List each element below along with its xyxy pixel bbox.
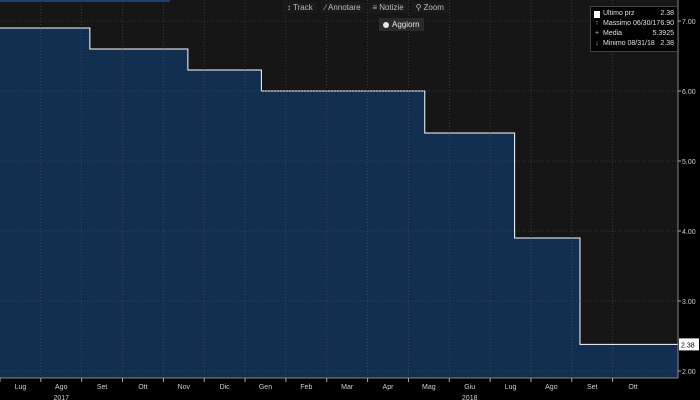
last-value-label: 2.38 xyxy=(681,342,695,349)
zoom-icon: ⚲ xyxy=(415,3,422,12)
toolbar-button-zoom[interactable]: ⚲ Zoom xyxy=(411,2,448,13)
y-tick-label: 4.00 xyxy=(682,229,696,236)
x-tick-label: Apr xyxy=(383,384,395,391)
y-tick-label: 7.00 xyxy=(682,19,696,26)
legend-row-min: ↓ Minimo 08/31/18 2.38 xyxy=(594,39,674,49)
toolbar-button-track[interactable]: ↕ Track xyxy=(283,2,317,13)
legend-value: 6.90 xyxy=(660,20,674,27)
y-tick-label: 6.00 xyxy=(682,89,696,96)
x-tick-label: Ago xyxy=(545,384,558,391)
toolbar-label: Zoom xyxy=(423,3,444,12)
series-swatch-icon xyxy=(594,10,600,18)
x-tick-label: Nov xyxy=(178,384,191,391)
y-tick-label: 2.00 xyxy=(682,369,696,376)
legend-label: Massimo 06/30/17 xyxy=(603,20,661,27)
x-tick-label: Ott xyxy=(628,384,637,391)
toolbar-label: Track xyxy=(293,3,313,12)
x-tick-label: Gen xyxy=(259,384,272,391)
legend-value: 2.38 xyxy=(660,40,674,47)
last-value-box xyxy=(679,338,699,351)
selection-bar xyxy=(0,0,170,2)
legend-label: Minimo 08/31/18 xyxy=(603,40,655,47)
x-tick-label: Mar xyxy=(341,384,354,391)
x-tick-label: Ago xyxy=(55,384,68,391)
x-year-label: 2018 xyxy=(462,395,478,400)
average-marker-icon: + xyxy=(594,30,600,37)
legend-value: 2.38 xyxy=(660,10,674,17)
legend-label: Ultimo prz xyxy=(603,10,635,17)
toolbar-button-annotare[interactable]: ∕ Annotare xyxy=(320,2,365,13)
legend-label: Media xyxy=(603,30,623,37)
chart-toolbar: ↕ Track ∕ Annotare ≡ Notizie ⚲ Zoom xyxy=(283,2,448,13)
max-marker-icon: ↑ xyxy=(595,20,599,27)
series-line xyxy=(0,27,678,345)
x-tick-label: Set xyxy=(587,384,598,391)
refresh-label: Aggiorn xyxy=(392,20,420,29)
y-tick-label: 3.00 xyxy=(682,299,696,306)
news-icon: ≡ xyxy=(372,3,378,12)
x-year-label: 2017 xyxy=(53,395,69,400)
x-tick-label: Lug xyxy=(15,384,27,391)
chart-legend: Ultimo prz 2.38 ↑ Massimo 06/30/17 6.90 +… xyxy=(590,6,678,52)
x-tick-label: Set xyxy=(97,384,108,391)
x-tick-label: Dic xyxy=(220,384,231,391)
min-marker-icon: ↓ xyxy=(595,40,599,47)
toolbar-label: Notizie xyxy=(379,3,404,12)
annotate-icon: ∕ xyxy=(324,3,327,12)
y-tick-label: 5.00 xyxy=(682,159,696,166)
x-tick-label: Feb xyxy=(300,384,312,391)
toolbar-button-notizie[interactable]: ≡ Notizie xyxy=(368,2,408,13)
refresh-icon xyxy=(383,21,389,28)
toolbar-label: Annotare xyxy=(328,3,361,12)
x-tick-label: Ott xyxy=(138,384,147,391)
x-tick-label: Lug xyxy=(505,384,517,391)
x-tick-label: Giu xyxy=(464,384,475,391)
refresh-button[interactable]: Aggiorn xyxy=(379,18,424,31)
legend-row-last: Ultimo prz 2.38 xyxy=(594,9,674,19)
legend-row-max: ↑ Massimo 06/30/17 6.90 xyxy=(594,19,674,29)
series-area xyxy=(0,28,678,378)
x-tick-label: Mag xyxy=(422,384,436,391)
legend-row-avg: + Media 5.3925 xyxy=(594,29,674,39)
track-icon: ↕ xyxy=(287,3,291,12)
legend-value: 5.3925 xyxy=(652,30,674,37)
